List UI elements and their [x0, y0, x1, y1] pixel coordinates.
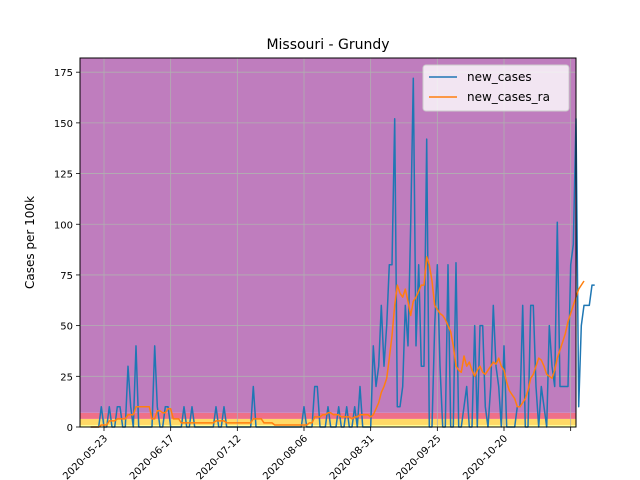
- y-tick-label: 50: [60, 322, 73, 333]
- threshold-band-0: [80, 424, 576, 427]
- threshold-band-1: [80, 418, 576, 425]
- legend-box: [422, 64, 570, 112]
- x-tick-label: 2020-07-12: [195, 433, 244, 480]
- x-tick-label: 2020-08-31: [328, 433, 377, 480]
- legend: new_cases new_cases_ra: [422, 64, 570, 112]
- legend-entry: new_cases_ra: [467, 90, 550, 104]
- y-tick-label: 100: [54, 220, 73, 231]
- x-tick-label: 2020-05-23: [61, 433, 110, 480]
- y-tick-label: 175: [54, 68, 73, 79]
- y-tick-label: 75: [60, 271, 73, 282]
- threshold-bands: [80, 58, 576, 427]
- x-tick-label: 2020-10-20: [461, 433, 510, 480]
- threshold-band-2: [80, 412, 576, 419]
- x-tick-label: 2020-06-17: [128, 433, 177, 480]
- plot-frame: [79, 57, 577, 428]
- x-tick-label: 2020-09-25: [395, 433, 444, 480]
- chart-title: Missouri - Grundy: [266, 37, 389, 53]
- x-axis: 2020-05-23 2020-06-17 2020-07-12 2020-08-06…: [61, 427, 572, 480]
- x-tick-label: 2020-08-06: [261, 433, 310, 480]
- y-axis-label: Cases per 100k: [23, 196, 37, 289]
- y-tick-label: 25: [60, 372, 73, 383]
- y-tick-label: 125: [54, 170, 73, 181]
- series-line-new_cases_ra: [90, 255, 585, 428]
- y-axis: 0 25 50 75 100 125 150 175: [54, 68, 80, 434]
- legend-entry: new_cases: [467, 70, 532, 84]
- y-tick-label: 0: [67, 423, 73, 434]
- threshold-band-3: [80, 58, 576, 413]
- y-tick-label: 150: [54, 119, 73, 130]
